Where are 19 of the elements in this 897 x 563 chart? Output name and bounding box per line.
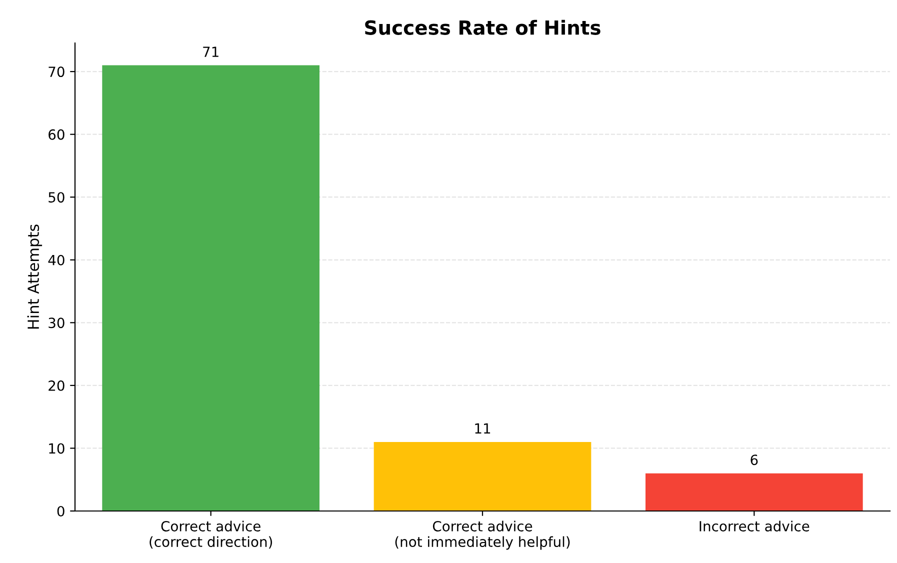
- chart-title: Success Rate of Hints: [365, 20, 600, 35]
- y-tick-label: 20: [48, 380, 64, 391]
- data-label: 71: [203, 46, 218, 57]
- y-tick-label: 60: [48, 129, 64, 140]
- bar: [374, 442, 592, 511]
- bar: [102, 65, 320, 511]
- y-tick-label: 0: [57, 506, 64, 516]
- data-label: 11: [475, 423, 490, 434]
- y-tick-label: 70: [48, 66, 64, 78]
- y-axis-title: Hint Attempts: [27, 224, 42, 329]
- x-tick-label: Correct advice (correct direction): [150, 520, 272, 549]
- bar: [646, 473, 863, 511]
- data-label: 6: [750, 454, 758, 466]
- x-tick-label: Correct advice (not immediately helpful): [395, 520, 570, 550]
- y-tick-label: 50: [48, 192, 64, 203]
- y-tick-label: 30: [48, 318, 64, 328]
- y-tick-label: 40: [48, 254, 64, 266]
- x-tick-label: Incorrect advice: [700, 520, 810, 532]
- y-tick-label: 10: [49, 443, 64, 454]
